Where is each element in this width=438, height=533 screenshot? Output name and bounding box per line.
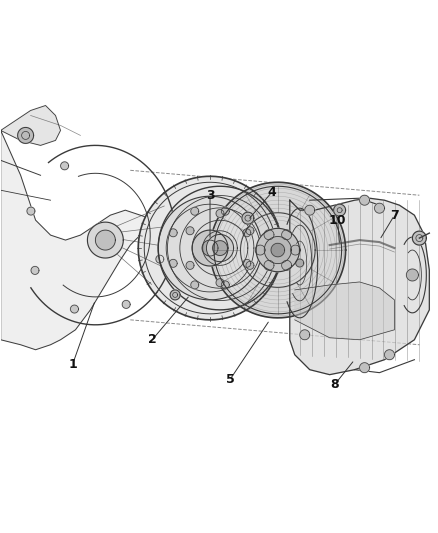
- Polygon shape: [413, 231, 426, 245]
- Polygon shape: [122, 301, 130, 309]
- Polygon shape: [18, 127, 34, 143]
- Polygon shape: [186, 261, 194, 269]
- Polygon shape: [186, 227, 194, 235]
- Polygon shape: [192, 230, 228, 266]
- Polygon shape: [246, 227, 254, 235]
- Polygon shape: [264, 230, 274, 240]
- Text: 1: 1: [68, 358, 77, 371]
- Polygon shape: [264, 260, 274, 270]
- Polygon shape: [295, 282, 395, 340]
- Text: 10: 10: [329, 214, 346, 227]
- Polygon shape: [60, 162, 69, 170]
- Polygon shape: [296, 259, 304, 267]
- Polygon shape: [191, 281, 199, 289]
- Polygon shape: [216, 209, 224, 217]
- Polygon shape: [360, 195, 370, 205]
- Polygon shape: [282, 260, 292, 270]
- Polygon shape: [212, 240, 227, 255]
- Polygon shape: [71, 305, 78, 313]
- Polygon shape: [221, 281, 229, 289]
- Polygon shape: [170, 290, 180, 300]
- Text: 3: 3: [206, 189, 214, 201]
- Polygon shape: [156, 255, 164, 263]
- Polygon shape: [374, 203, 385, 213]
- Polygon shape: [1, 131, 160, 350]
- Polygon shape: [191, 207, 199, 215]
- Polygon shape: [138, 176, 282, 320]
- Text: 7: 7: [390, 208, 399, 222]
- Text: 4: 4: [268, 185, 276, 199]
- Polygon shape: [88, 222, 124, 258]
- Polygon shape: [95, 230, 115, 250]
- Polygon shape: [305, 205, 314, 215]
- Polygon shape: [300, 330, 310, 340]
- Polygon shape: [158, 186, 282, 310]
- Polygon shape: [1, 106, 60, 146]
- Polygon shape: [216, 279, 224, 287]
- Polygon shape: [202, 240, 218, 256]
- Polygon shape: [290, 198, 429, 375]
- Polygon shape: [27, 207, 35, 215]
- Polygon shape: [243, 229, 251, 237]
- Polygon shape: [31, 266, 39, 274]
- Polygon shape: [334, 204, 346, 216]
- Polygon shape: [210, 182, 346, 318]
- Polygon shape: [243, 260, 251, 268]
- Polygon shape: [385, 350, 395, 360]
- Polygon shape: [169, 229, 177, 237]
- Polygon shape: [406, 269, 418, 281]
- Polygon shape: [221, 207, 229, 215]
- Polygon shape: [246, 261, 254, 269]
- Text: 8: 8: [330, 378, 339, 391]
- Polygon shape: [290, 245, 300, 255]
- Polygon shape: [158, 196, 262, 300]
- Polygon shape: [282, 230, 292, 240]
- Polygon shape: [256, 228, 300, 272]
- Polygon shape: [360, 362, 370, 373]
- Polygon shape: [255, 245, 265, 255]
- Polygon shape: [206, 235, 233, 262]
- Polygon shape: [242, 212, 254, 224]
- Polygon shape: [271, 243, 285, 257]
- Polygon shape: [169, 260, 177, 268]
- Text: 5: 5: [226, 373, 234, 386]
- Text: 2: 2: [148, 333, 157, 346]
- Polygon shape: [264, 237, 291, 264]
